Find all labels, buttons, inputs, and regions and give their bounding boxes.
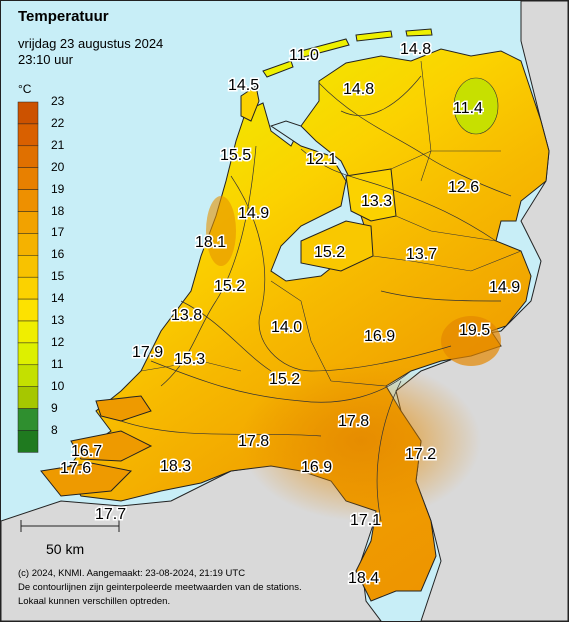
footer-note-local: Lokaal kunnen verschillen optreden. bbox=[18, 596, 171, 607]
station-temperature-label: 14.5 bbox=[228, 77, 259, 94]
zeeland-west bbox=[95, 395, 152, 422]
station-temperature-label: 19.5 bbox=[459, 322, 490, 339]
legend-tick-label: 11 bbox=[51, 356, 64, 371]
station-temperature-label: 11.4 bbox=[453, 100, 483, 117]
scale-bar-label: 50 km bbox=[46, 541, 85, 557]
station-temperature-label: 14.8 bbox=[343, 81, 374, 98]
station-temperature-label: 16.9 bbox=[364, 328, 395, 345]
cool-area-north bbox=[453, 77, 499, 135]
legend-tick-label: 9 bbox=[51, 400, 58, 415]
map-time: 23:10 uur bbox=[18, 52, 73, 67]
terschelling-island bbox=[300, 38, 350, 58]
station-temperature-label: 13.8 bbox=[171, 307, 202, 324]
legend-tick-label: 22 bbox=[51, 115, 65, 130]
legend-swatch bbox=[17, 298, 39, 322]
station-temperature-label: 17.8 bbox=[238, 433, 269, 450]
ameland-island bbox=[355, 30, 393, 42]
station-temperature-label: 18.3 bbox=[160, 458, 191, 475]
legend-swatch bbox=[17, 255, 39, 278]
legend-swatch bbox=[17, 408, 39, 431]
station-temperature-label: 17.7 bbox=[95, 506, 126, 523]
legend-swatch bbox=[17, 123, 39, 147]
legend-swatch bbox=[17, 342, 39, 366]
legend-tick-label: 10 bbox=[51, 378, 65, 393]
legend-tick-label: 16 bbox=[51, 247, 65, 262]
legend-tick-label: 13 bbox=[51, 313, 65, 327]
station-temperature-label: 18.4 bbox=[348, 570, 379, 587]
legend-tick-label: 12 bbox=[51, 334, 65, 349]
province-borders bbox=[140, 60, 522, 387]
legend-tick-label: 8 bbox=[51, 422, 58, 437]
legend-swatch bbox=[17, 189, 39, 212]
legend-tick-label: 18 bbox=[51, 203, 65, 218]
station-temperature-label: 13.3 bbox=[361, 193, 392, 210]
station-temperature-label: 16.9 bbox=[301, 459, 332, 476]
legend-tick-label: 15 bbox=[51, 269, 65, 284]
station-temperature-label: 14.9 bbox=[238, 205, 269, 222]
station-temperature-label: 15.5 bbox=[220, 147, 251, 164]
legend-swatch bbox=[17, 320, 39, 344]
legend-tick-label: 23 bbox=[51, 94, 65, 108]
legend-unit: °C bbox=[18, 82, 32, 96]
footer-copyright: (c) 2024, KNMI. Aangemaakt: 23-08-2024, … bbox=[18, 568, 246, 579]
legend-swatch bbox=[17, 364, 39, 387]
zeeland-south bbox=[40, 462, 133, 497]
station-temperature-label: 11.0 bbox=[289, 47, 319, 64]
map-date: vrijdag 23 augustus 2024 bbox=[18, 36, 164, 51]
vlieland-island bbox=[262, 60, 294, 78]
legend-swatch bbox=[17, 145, 39, 168]
station-temperature-label: 17.6 bbox=[60, 460, 91, 477]
station-temperature-label: 12.6 bbox=[448, 179, 479, 196]
netherlands-land bbox=[65, 48, 550, 602]
station-temperature-label: 17.2 bbox=[405, 446, 436, 463]
scale-bar bbox=[20, 520, 120, 532]
station-temperature-label: 14.8 bbox=[400, 41, 431, 58]
legend-swatch bbox=[17, 101, 39, 125]
legend-swatch bbox=[17, 233, 39, 256]
station-temperature-label: 15.3 bbox=[174, 351, 205, 368]
zeeland-middle bbox=[70, 430, 153, 462]
station-temperature-label: 17.1 bbox=[350, 512, 381, 529]
contour-lines bbox=[120, 75, 512, 522]
station-temperature-label: 15.2 bbox=[214, 278, 245, 295]
station-temperature-label: 14.9 bbox=[489, 279, 520, 296]
warm-area-west bbox=[206, 196, 236, 266]
legend-tick-label: 19 bbox=[51, 181, 65, 196]
legend-swatch bbox=[17, 167, 39, 190]
footer-note-contours: De contourlijnen zijn geinterpoleerde me… bbox=[18, 582, 302, 593]
legend-color-bar bbox=[17, 101, 39, 453]
station-labels: 11.0 14.8 14.5 14.8 11.4 15.5 12.1 13.3 12.6 14.9… bbox=[59, 40, 522, 589]
legend-swatch bbox=[17, 276, 39, 300]
flevoland bbox=[345, 168, 397, 222]
station-temperature-label: 14.0 bbox=[271, 319, 302, 336]
station-temperature-label: 17.8 bbox=[338, 413, 369, 430]
warm-area-east bbox=[441, 316, 501, 366]
schiermonnikoog-island bbox=[405, 28, 433, 37]
legend-tick-label: 17 bbox=[51, 225, 65, 240]
station-temperature-label: 17.9 bbox=[132, 344, 163, 361]
station-temperature-label: 18.1 bbox=[195, 234, 226, 251]
legend-tick-label: 14 bbox=[51, 291, 65, 306]
station-temperature-label: 15.2 bbox=[314, 244, 345, 261]
legend-swatch bbox=[17, 386, 39, 409]
texel-island bbox=[240, 85, 260, 122]
station-temperature-label: 15.2 bbox=[269, 371, 300, 388]
legend-tick-label: 20 bbox=[51, 159, 65, 174]
legend-tick-label: 21 bbox=[51, 137, 65, 152]
station-temperature-label: 12.1 bbox=[306, 151, 337, 168]
legend-swatch bbox=[17, 430, 39, 453]
map-title: Temperatuur bbox=[18, 8, 109, 25]
station-temperature-label: 13.7 bbox=[406, 246, 437, 263]
station-temperature-label: 16.7 bbox=[71, 443, 102, 460]
legend-swatch bbox=[17, 211, 39, 234]
